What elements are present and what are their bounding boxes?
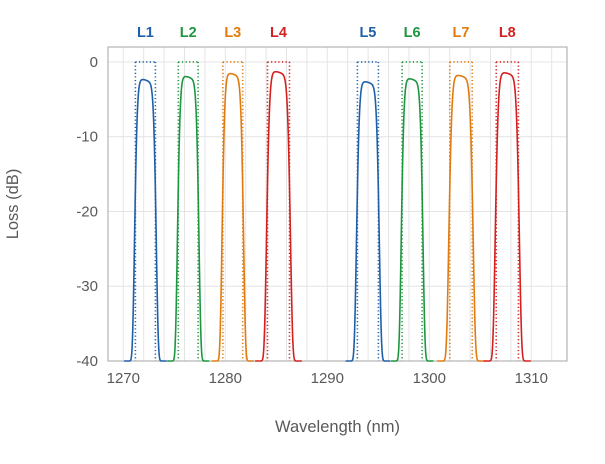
svg-text:-10: -10 [76, 129, 98, 146]
svg-text:L1: L1 [137, 25, 154, 41]
svg-text:1290: 1290 [311, 370, 344, 387]
svg-text:L5: L5 [359, 25, 376, 41]
svg-text:Loss (dB): Loss (dB) [4, 169, 22, 240]
svg-text:-30: -30 [76, 278, 98, 295]
svg-text:L7: L7 [453, 25, 470, 41]
svg-text:-20: -20 [76, 203, 98, 220]
svg-text:L4: L4 [270, 25, 287, 41]
svg-text:L3: L3 [224, 25, 241, 41]
svg-text:1300: 1300 [413, 370, 446, 387]
svg-text:Wavelength (nm): Wavelength (nm) [275, 418, 400, 436]
svg-text:L8: L8 [499, 25, 516, 41]
svg-text:1270: 1270 [107, 370, 140, 387]
svg-text:1310: 1310 [515, 370, 548, 387]
svg-text:0: 0 [90, 54, 98, 71]
svg-text:L2: L2 [180, 25, 197, 41]
svg-text:1280: 1280 [209, 370, 242, 387]
svg-text:-40: -40 [76, 353, 98, 370]
svg-text:L6: L6 [404, 25, 421, 41]
